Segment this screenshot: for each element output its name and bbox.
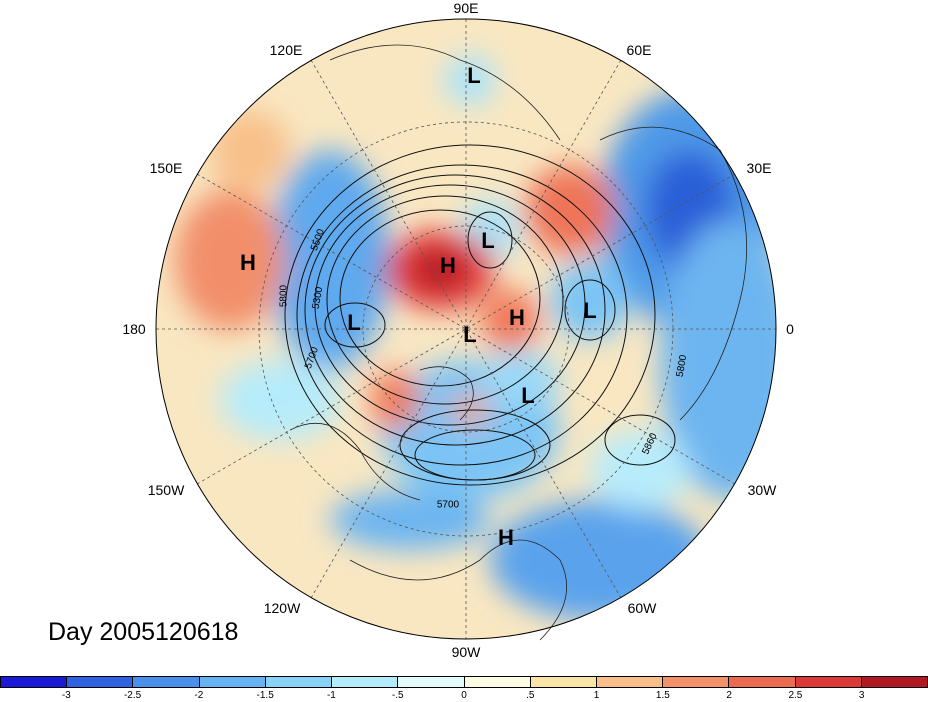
system-L-arctic: L bbox=[481, 228, 495, 253]
system-H-arctic: H bbox=[440, 253, 456, 278]
colorbar-tick-label: -1 bbox=[326, 690, 336, 701]
lon-label-60w: 60W bbox=[627, 600, 657, 616]
colorbar-tick-label: 1.5 bbox=[655, 690, 670, 701]
system-L-atlantic: L bbox=[521, 383, 535, 408]
colorbar-segment bbox=[133, 677, 200, 687]
colorbar-tick-label: 2 bbox=[726, 690, 732, 701]
contour-label-5800-west: 5800 bbox=[278, 284, 290, 308]
lon-label-150w: 150W bbox=[147, 482, 185, 498]
contour-label-5700-south: 5700 bbox=[436, 499, 460, 511]
colorbar-tick-label: .5 bbox=[526, 690, 535, 701]
graticule bbox=[156, 19, 776, 639]
colorbar-segment bbox=[729, 677, 796, 687]
colorbar-tick-label: -2.5 bbox=[123, 690, 142, 701]
colorbar-tick-label: -2 bbox=[194, 690, 204, 701]
colorbar-tick-label: 3 bbox=[858, 690, 865, 701]
system-H-pacific: H bbox=[240, 250, 256, 275]
colorbar-segment bbox=[861, 677, 928, 687]
system-L-bering: L bbox=[347, 310, 361, 335]
lon-label-120w: 120W bbox=[263, 600, 301, 616]
colorbar bbox=[0, 676, 928, 688]
colorbar-segment bbox=[596, 677, 664, 687]
system-L-siberia: L bbox=[467, 63, 481, 88]
day-label: Day 2005120618 bbox=[48, 618, 239, 646]
colorbar-segment bbox=[67, 677, 134, 687]
lon-label-90w: 90W bbox=[451, 644, 481, 660]
lon-label-0: 0 bbox=[786, 321, 794, 337]
colorbar-tick-label: -.5 bbox=[391, 690, 404, 701]
colorbar-segment bbox=[464, 677, 531, 687]
colorbar-tick-label: -1.5 bbox=[256, 690, 274, 701]
colorbar-tick-label: 1 bbox=[593, 690, 600, 701]
colorbar-tick-label: 0 bbox=[461, 690, 467, 701]
colorbar-segment bbox=[530, 677, 597, 687]
lon-label-180: 180 bbox=[122, 321, 146, 337]
colorbar-tick-label: -3 bbox=[61, 690, 71, 701]
colorbar-segment bbox=[1, 677, 68, 687]
colorbar-tick-label: 2.5 bbox=[788, 690, 803, 701]
height-contours bbox=[284, 144, 676, 486]
colorbar-segment bbox=[332, 677, 399, 687]
colorbar-segment bbox=[265, 677, 333, 687]
colorbar-segment bbox=[795, 677, 862, 687]
coastlines bbox=[289, 44, 748, 641]
map-boundary bbox=[155, 18, 777, 640]
colorbar-segment bbox=[663, 677, 730, 687]
colorbar-segment bbox=[398, 677, 465, 687]
lon-label-150e: 150E bbox=[149, 160, 183, 176]
lon-label-60e: 60E bbox=[626, 42, 652, 58]
lon-label-90e: 90E bbox=[453, 0, 479, 16]
lon-label-30w: 30W bbox=[747, 482, 777, 498]
colorbar-segment bbox=[199, 677, 266, 687]
lon-label-30e: 30E bbox=[746, 160, 772, 176]
system-H-greenland: H bbox=[509, 305, 525, 330]
system-L-canada: L bbox=[463, 322, 477, 347]
system-L-scandinavia: L bbox=[583, 298, 597, 323]
system-H-caribbean: H bbox=[498, 525, 514, 550]
lon-label-120e: 120E bbox=[269, 42, 303, 58]
